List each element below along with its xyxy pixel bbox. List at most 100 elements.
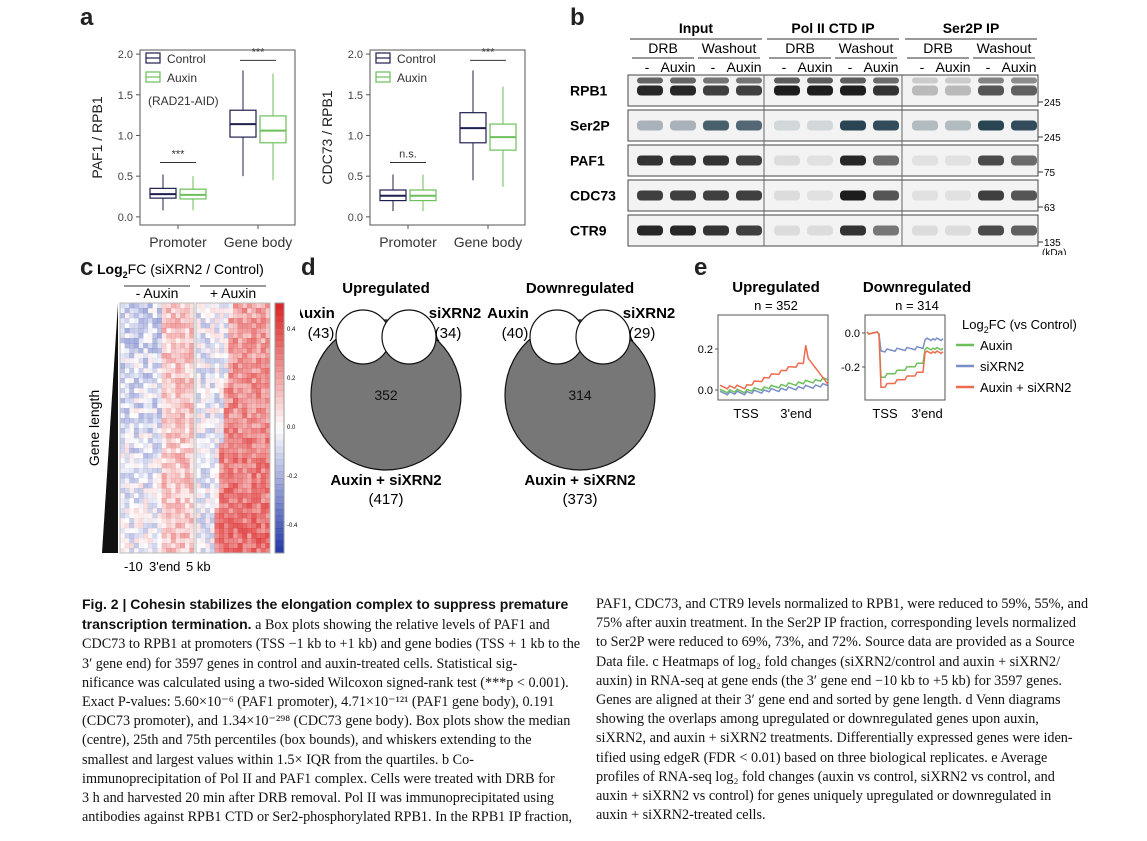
heatmap-cell xyxy=(196,363,201,369)
heatmap-cell xyxy=(143,343,149,349)
blot-band xyxy=(637,85,663,96)
heatmap-cell xyxy=(228,518,234,524)
heatmap-cell xyxy=(256,348,262,354)
heatmap-cell xyxy=(161,528,167,534)
heatmap-cell xyxy=(233,448,238,454)
heatmap-cell xyxy=(228,543,234,549)
heatmap-cell xyxy=(133,313,139,319)
blot-band xyxy=(670,155,696,166)
heatmap-cell xyxy=(138,318,144,324)
heatmap-cell xyxy=(184,423,190,429)
heatmap-cell xyxy=(219,348,225,354)
heatmap-cell xyxy=(246,473,252,479)
heatmap-cell xyxy=(233,478,238,484)
heatmap-cell xyxy=(139,443,144,448)
heatmap-cell xyxy=(205,348,211,354)
heatmap-cell xyxy=(138,533,144,539)
heatmap-cell xyxy=(196,518,201,524)
heatmap-cell xyxy=(133,458,139,464)
venn-label-auxin: Auxin xyxy=(300,305,335,322)
heatmap-cell xyxy=(209,328,215,334)
heatmap-cell xyxy=(196,533,201,539)
heatmap-cell xyxy=(265,313,271,319)
heatmap-cell xyxy=(214,418,220,424)
heatmap-cell xyxy=(246,538,252,544)
heatmap-cell xyxy=(228,508,234,514)
heatmap-cell xyxy=(209,488,215,494)
heatmap-cell xyxy=(129,308,135,314)
heatmap-cell xyxy=(133,508,139,514)
blot-band-upper xyxy=(736,77,762,84)
heatmap-cell xyxy=(219,358,225,364)
heatmap-cell xyxy=(214,328,220,334)
heatmap-cell xyxy=(147,378,153,384)
heatmap-cell xyxy=(143,508,149,514)
heatmap-cell xyxy=(205,468,211,474)
heatmap-cell xyxy=(223,343,229,349)
heatmap-cell xyxy=(200,378,206,384)
heatmap-cell xyxy=(200,398,206,404)
heatmap-cell xyxy=(260,463,266,469)
heatmap-cell xyxy=(265,513,271,519)
heatmap-cell xyxy=(147,418,153,424)
heatmap-cell xyxy=(161,398,167,404)
heatmap-cell xyxy=(196,438,201,443)
heatmap-cell xyxy=(143,533,149,539)
heatmap-cell xyxy=(189,308,195,314)
heatmap-cell xyxy=(175,363,181,369)
heatmap-cell xyxy=(228,483,234,489)
heatmap-cell xyxy=(260,413,266,419)
heatmap-cell xyxy=(152,393,158,399)
heatmap-cell xyxy=(242,353,248,359)
heatmap-cell xyxy=(133,303,139,309)
blot-band xyxy=(736,120,762,131)
heatmap-cell xyxy=(175,343,181,349)
heatmap-cell xyxy=(124,308,130,314)
heatmap-cell xyxy=(170,418,176,424)
heatmap-cell xyxy=(228,308,234,314)
heatmap-cell xyxy=(120,538,125,544)
heatmap-cell xyxy=(189,503,195,509)
heatmap-cell xyxy=(161,343,167,349)
heatmap-cell xyxy=(157,428,162,433)
caption-line: auxin + siXRN2-treated cells. xyxy=(596,807,766,824)
heatmap-cell xyxy=(120,493,125,498)
heatmap-cell xyxy=(170,308,176,314)
heatmap-cell xyxy=(228,388,234,394)
heatmap-cell xyxy=(138,523,144,529)
heatmap-cell xyxy=(196,378,201,384)
unit-label: (kDa) xyxy=(1042,248,1066,255)
color-scale-cell xyxy=(275,396,284,404)
heatmap-cell xyxy=(200,473,206,479)
heatmap-cell xyxy=(256,478,262,484)
heatmap-cell xyxy=(124,438,130,444)
heatmap-cell xyxy=(175,508,181,514)
heatmap-cell xyxy=(256,453,262,459)
heatmap-cell xyxy=(152,373,157,378)
heatmap-cell xyxy=(251,463,257,469)
heatmap-cell xyxy=(184,458,190,464)
heatmap-cell xyxy=(189,523,195,529)
heatmap-cell xyxy=(184,548,190,554)
heatmap-cell xyxy=(228,473,234,479)
heatmap-cell xyxy=(219,513,225,519)
heatmap-cell xyxy=(180,403,186,409)
heatmap-cell xyxy=(170,458,176,464)
heatmap-cell xyxy=(152,428,158,434)
heatmap-cell xyxy=(200,338,206,344)
heatmap-cell xyxy=(260,328,266,334)
color-scale-cell xyxy=(275,371,284,379)
heatmap-cell xyxy=(129,478,135,484)
heatmap-cell xyxy=(152,398,158,404)
heatmap-cell xyxy=(219,543,225,549)
heatmap-cell xyxy=(166,473,172,479)
heatmap-cell xyxy=(260,548,266,554)
heatmap-cell xyxy=(219,438,225,444)
heatmap-cell xyxy=(237,398,243,404)
heatmap-cell xyxy=(260,378,266,384)
lane-label: - xyxy=(920,59,925,75)
heatmap-cell xyxy=(157,353,162,359)
heatmap-cell xyxy=(251,318,257,324)
heatmap-cell xyxy=(237,363,243,369)
heatmap-cell xyxy=(120,378,125,384)
